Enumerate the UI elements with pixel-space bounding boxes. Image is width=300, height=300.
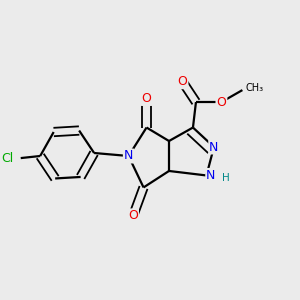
- Text: N: N: [206, 169, 216, 182]
- Text: O: O: [142, 92, 152, 105]
- Text: CH₃: CH₃: [245, 83, 263, 93]
- Text: H: H: [222, 173, 230, 183]
- Text: N: N: [209, 140, 219, 154]
- Text: O: O: [178, 75, 188, 88]
- Text: N: N: [124, 149, 133, 163]
- Text: O: O: [217, 96, 226, 109]
- Text: O: O: [128, 209, 138, 222]
- Text: Cl: Cl: [1, 152, 13, 165]
